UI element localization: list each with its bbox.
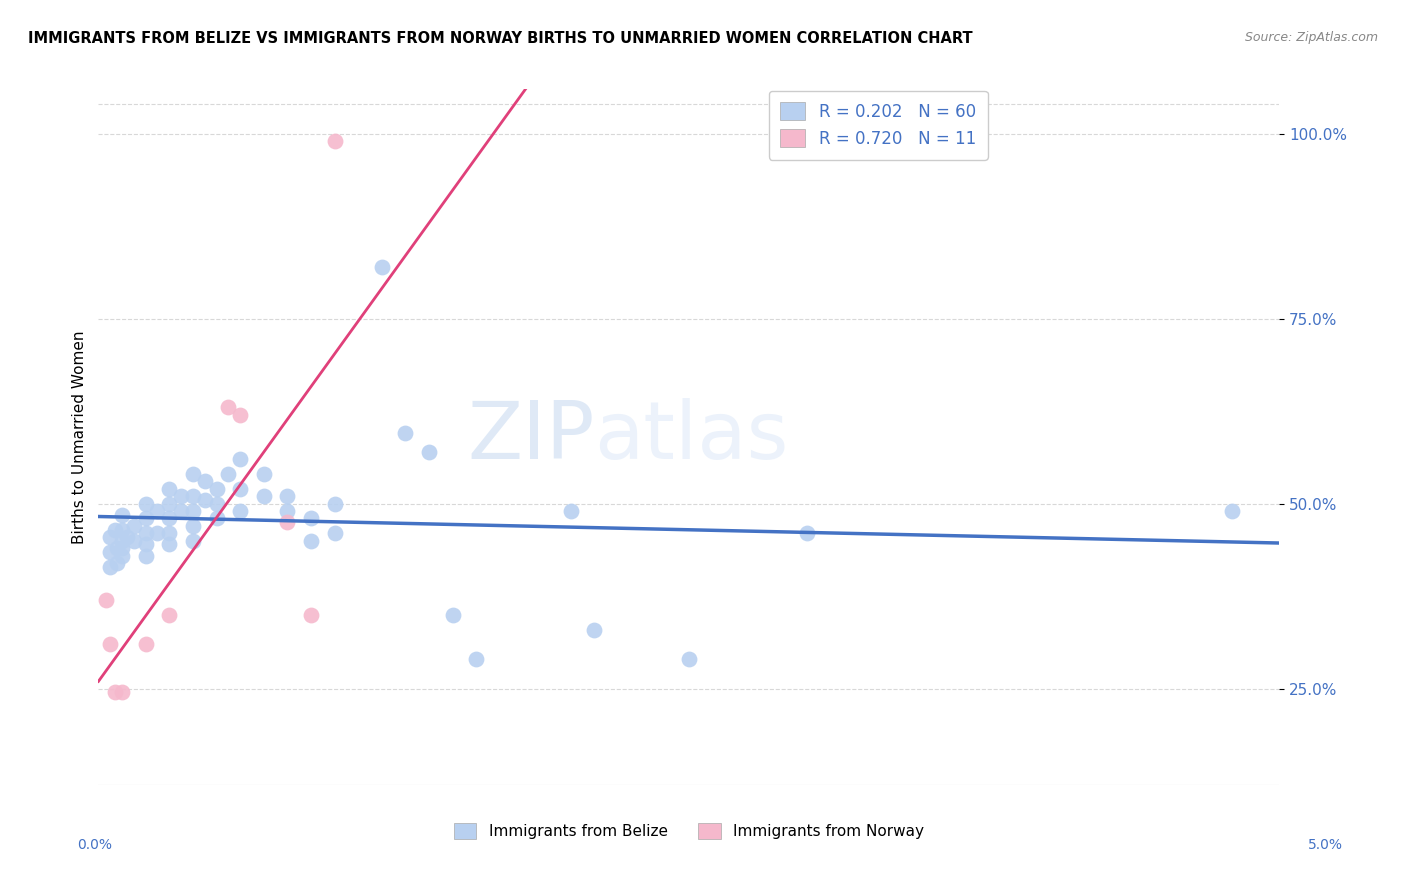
Point (157, 497, 180, 511)
Point (181, 467, 204, 481)
Point (111, 533, 134, 548)
Text: 0.0%: 0.0% (77, 838, 112, 852)
Point (146, 526, 169, 541)
Point (135, 511, 157, 525)
Point (98, 637, 121, 651)
Point (205, 511, 228, 525)
Point (1220, 504, 1243, 518)
Point (181, 519, 204, 533)
Point (157, 526, 180, 541)
Point (194, 493, 217, 508)
Point (678, 652, 700, 666)
Point (135, 549, 157, 563)
Point (115, 530, 138, 544)
Point (217, 467, 239, 481)
Point (583, 623, 606, 637)
Point (98, 545, 121, 559)
Point (104, 523, 127, 537)
Point (135, 497, 157, 511)
Point (465, 652, 488, 666)
Point (111, 523, 134, 537)
Point (181, 533, 204, 548)
Point (181, 504, 204, 518)
Legend: R = 0.202   N = 60, R = 0.720   N = 11: R = 0.202 N = 60, R = 0.720 N = 11 (769, 91, 987, 160)
Point (276, 504, 298, 518)
Point (122, 519, 145, 533)
Point (217, 401, 239, 415)
Point (441, 607, 464, 622)
Point (98, 559, 121, 574)
Point (157, 607, 180, 622)
Point (157, 537, 180, 551)
Point (229, 504, 252, 518)
Point (105, 541, 128, 555)
Point (253, 467, 276, 481)
Point (104, 685, 127, 699)
Point (323, 134, 346, 148)
Point (181, 489, 204, 503)
Text: 5.0%: 5.0% (1308, 838, 1343, 852)
Point (205, 482, 228, 496)
Point (170, 504, 193, 518)
Point (111, 549, 134, 563)
Y-axis label: Births to Unmarried Women: Births to Unmarried Women (72, 330, 87, 544)
Point (394, 426, 416, 441)
Point (135, 537, 157, 551)
Point (135, 526, 157, 541)
Text: Source: ZipAtlas.com: Source: ZipAtlas.com (1244, 31, 1378, 45)
Point (111, 685, 134, 699)
Point (299, 511, 322, 525)
Point (146, 504, 169, 518)
Point (371, 260, 394, 274)
Text: atlas: atlas (595, 398, 789, 476)
Point (98, 530, 121, 544)
Point (323, 497, 346, 511)
Point (418, 445, 440, 459)
Point (170, 489, 193, 503)
Point (560, 504, 582, 518)
Point (299, 607, 322, 622)
Point (229, 408, 252, 422)
Point (111, 541, 134, 555)
Point (105, 556, 128, 570)
Point (111, 508, 134, 522)
Point (157, 511, 180, 525)
Point (323, 526, 346, 541)
Point (276, 489, 298, 503)
Point (253, 489, 276, 503)
Text: ZIP: ZIP (467, 398, 595, 476)
Point (122, 533, 145, 548)
Point (276, 515, 298, 529)
Text: IMMIGRANTS FROM BELIZE VS IMMIGRANTS FROM NORWAY BIRTHS TO UNMARRIED WOMEN CORRE: IMMIGRANTS FROM BELIZE VS IMMIGRANTS FRO… (28, 31, 973, 46)
Point (796, 526, 818, 541)
Point (157, 482, 180, 496)
Point (94, 593, 117, 607)
Point (229, 452, 252, 467)
Point (205, 497, 228, 511)
Point (194, 475, 217, 489)
Point (229, 482, 252, 496)
Point (135, 637, 157, 651)
Point (299, 533, 322, 548)
